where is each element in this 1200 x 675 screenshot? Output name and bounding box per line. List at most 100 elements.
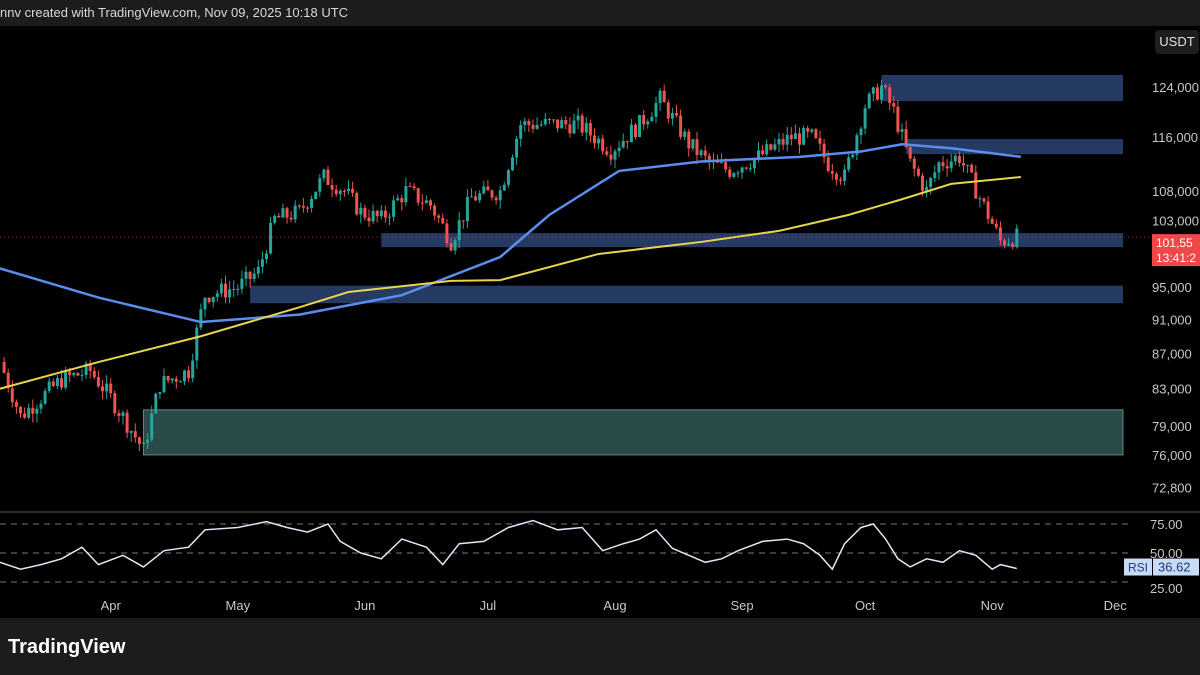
candle-body	[560, 120, 564, 129]
candle-body	[638, 114, 642, 138]
candle-body	[724, 162, 728, 170]
candle-body	[613, 151, 617, 160]
candle-body	[990, 218, 994, 224]
tradingview-logo: TradingView	[8, 636, 126, 658]
candle-body	[515, 138, 519, 158]
price-tick: 76,000	[1152, 448, 1192, 463]
candle-body	[129, 431, 133, 433]
candle-body	[256, 266, 260, 274]
candle-body	[461, 220, 465, 222]
candle-body	[441, 217, 445, 224]
candle-body	[785, 134, 789, 145]
candle-body	[396, 198, 400, 201]
candle-body	[523, 121, 527, 126]
rsi-value: 36.62	[1158, 560, 1191, 575]
candle-body	[183, 370, 186, 382]
candle-body	[748, 168, 752, 170]
candle-body	[121, 412, 125, 416]
candle-body	[777, 139, 781, 145]
candle-body	[273, 215, 277, 223]
candle-body	[68, 371, 72, 376]
time-tick: May	[226, 598, 251, 613]
candle-body	[822, 143, 826, 158]
candle-body	[867, 93, 871, 109]
currency-badge[interactable]: USDT	[1155, 30, 1199, 54]
candle-body	[355, 193, 359, 215]
rsi-name-badge	[1124, 558, 1152, 576]
candle-body	[494, 197, 498, 201]
candle-body	[1015, 228, 1019, 248]
candle-body	[236, 288, 240, 290]
candle-body	[92, 370, 96, 378]
candle-body	[535, 125, 539, 129]
rsi-level-label: 50.00	[1150, 546, 1183, 561]
candle-body	[19, 406, 22, 414]
candle-body	[162, 376, 166, 393]
candle-body	[281, 208, 285, 218]
candle-body	[855, 135, 859, 155]
candle-body	[761, 150, 765, 155]
candle-body	[601, 138, 605, 152]
candle-body	[338, 190, 342, 195]
rsi-value-badge	[1153, 558, 1199, 576]
candle-body	[27, 407, 31, 418]
rsi-name: RSI	[1128, 561, 1148, 575]
candle-body	[84, 363, 88, 376]
candle-body	[154, 393, 158, 414]
candle-body	[142, 442, 145, 444]
candle-body	[519, 125, 523, 139]
candle-body	[998, 227, 1002, 241]
candle-body	[757, 150, 760, 159]
price-tick: 103,000	[1152, 213, 1199, 228]
candle-body	[76, 373, 80, 376]
candle-body	[810, 129, 814, 132]
candle-body	[482, 186, 486, 194]
candle-body	[617, 147, 621, 152]
candle-body	[502, 184, 506, 191]
candle-body	[383, 210, 387, 218]
candle-body	[769, 144, 773, 150]
candle-body	[437, 215, 441, 218]
candle-body	[109, 383, 113, 394]
candle-body	[556, 119, 560, 129]
candle-body	[486, 186, 490, 191]
ma-slow-line	[0, 176, 1021, 390]
candle-body	[986, 201, 990, 219]
candle-body	[244, 271, 248, 279]
candle-body	[371, 210, 375, 222]
last-price-countdown: 13:41:2	[1156, 251, 1196, 265]
candle-body	[342, 190, 346, 192]
rsi-level-label: 25.00	[1150, 581, 1183, 596]
candle-body	[941, 162, 945, 167]
candle-body	[634, 124, 637, 138]
last-price-value: 101,55	[1156, 236, 1193, 250]
candle-body	[199, 309, 203, 328]
candle-body	[675, 113, 678, 116]
candle-body	[113, 393, 117, 414]
candle-body	[14, 402, 18, 407]
candle-body	[908, 146, 912, 159]
candle-body	[359, 207, 363, 215]
candle-body	[937, 162, 941, 173]
candle-body	[412, 186, 416, 189]
candle-body	[679, 115, 683, 137]
candle-body	[43, 390, 47, 404]
candle-body	[252, 273, 256, 279]
zone-0	[881, 74, 1123, 102]
candle-body	[277, 215, 281, 218]
candle-body	[978, 198, 982, 200]
candle-body	[445, 223, 449, 244]
price-chart[interactable]: 124,000 116,000 108,000 103,000 95,000 91,000…	[0, 26, 1200, 618]
candle-body	[96, 377, 100, 387]
candle-body	[830, 171, 834, 174]
candle-body	[916, 168, 920, 176]
candle-body	[921, 175, 924, 191]
candle-body	[285, 208, 289, 218]
candle-body	[814, 129, 818, 139]
candle-body	[318, 178, 322, 192]
candle-body	[576, 115, 580, 121]
candle-body	[933, 172, 937, 179]
candle-body	[871, 87, 875, 94]
candle-body	[64, 371, 68, 388]
candle-body	[818, 138, 822, 144]
